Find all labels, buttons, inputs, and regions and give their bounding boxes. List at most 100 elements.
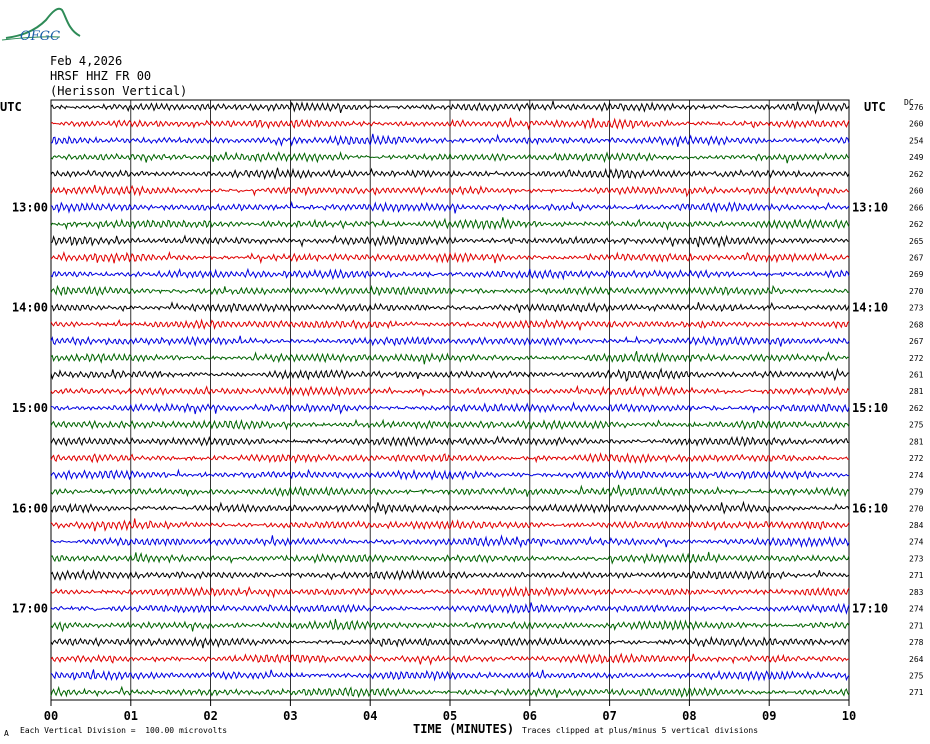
dc-offset-value: 262 — [909, 170, 924, 179]
dc-offset-value: 271 — [909, 571, 924, 580]
dc-offset-value: 278 — [909, 638, 924, 647]
seismic-trace — [50, 518, 850, 532]
left-hour-label: 13:00 — [12, 200, 48, 214]
x-tick-label: 02 — [203, 709, 217, 723]
dc-offset-value: 276 — [909, 103, 924, 112]
footer-clip-note: Traces clipped at plus/minus 5 vertical … — [522, 726, 759, 735]
seismic-trace — [50, 318, 850, 331]
seismic-trace — [50, 435, 850, 448]
x-tick-label: 10 — [842, 709, 856, 723]
seismic-trace — [50, 401, 850, 415]
x-tick-label: 07 — [602, 709, 616, 723]
seismic-trace — [50, 99, 850, 115]
seismic-trace — [50, 618, 850, 633]
dc-offset-value: 273 — [909, 554, 924, 563]
seismic-trace — [50, 267, 850, 281]
seismic-trace — [50, 418, 850, 431]
x-tick-label: 06 — [523, 709, 537, 723]
seismic-trace — [50, 234, 850, 249]
footer-mark: A — [4, 729, 9, 738]
right-utc-label: UTC — [864, 100, 886, 114]
dc-offset-value: 265 — [909, 237, 924, 246]
seismic-trace — [50, 250, 850, 265]
seismic-trace — [50, 184, 850, 198]
dc-offset-value: 275 — [909, 421, 924, 430]
left-hour-label: 16:00 — [12, 501, 48, 515]
seismic-trace — [50, 669, 850, 682]
dc-offset-value: 270 — [909, 287, 924, 296]
dc-offset-value: 273 — [909, 304, 924, 313]
dc-offset-value: 267 — [909, 337, 924, 346]
seismic-trace — [50, 150, 850, 164]
right-hour-label: 17:10 — [852, 602, 888, 616]
x-tick-label: 00 — [44, 709, 58, 723]
seismic-trace — [50, 301, 850, 314]
seismic-trace — [50, 500, 850, 516]
x-tick-label: 08 — [682, 709, 696, 723]
seismic-trace — [50, 167, 850, 181]
dc-offset-value: 262 — [909, 220, 924, 229]
header-date: Feb 4,2026 — [50, 54, 123, 68]
seismic-trace — [50, 685, 850, 699]
right-hour-label: 14:10 — [852, 301, 888, 315]
header-station: HRSF HHZ FR 00 — [50, 69, 152, 83]
seismic-trace — [50, 133, 850, 147]
left-hour-label: 15:00 — [12, 401, 48, 415]
x-tick-label: 04 — [363, 709, 377, 723]
seismic-trace — [50, 117, 850, 131]
dc-offset-value: 274 — [909, 605, 924, 614]
x-tick-label: 03 — [283, 709, 297, 723]
x-tick-label: 09 — [762, 709, 776, 723]
seismic-trace — [50, 200, 850, 214]
dc-offset-value: 267 — [909, 253, 924, 262]
dc-offset-value: 264 — [909, 655, 924, 664]
dc-offset-value: 268 — [909, 320, 924, 329]
left-utc-label: UTC — [0, 100, 22, 114]
seismic-trace — [50, 602, 850, 615]
seismic-trace — [50, 585, 850, 599]
dc-offset-value: 249 — [909, 153, 924, 162]
seismic-trace — [50, 217, 850, 231]
dc-offset-value: 272 — [909, 354, 924, 363]
dc-offset-value: 261 — [909, 371, 924, 380]
dc-offset-value: 274 — [909, 471, 924, 480]
x-tick-label: 01 — [124, 709, 138, 723]
left-hour-label: 17:00 — [12, 602, 48, 616]
seismic-trace — [50, 452, 850, 464]
header-site: (Herisson Vertical) — [50, 84, 188, 98]
dc-offset-value: 281 — [909, 387, 924, 396]
logo-text: OFGC — [20, 29, 60, 44]
dc-offset-value: 269 — [909, 270, 924, 279]
seismic-trace — [50, 568, 850, 582]
logo-swoosh — [5, 7, 81, 39]
dc-offset-value: 275 — [909, 671, 924, 680]
dc-offset-value: 266 — [909, 203, 924, 212]
dc-offset-value: 260 — [909, 187, 924, 196]
seismic-trace — [50, 635, 850, 649]
x-axis-title: TIME (MINUTES) — [413, 722, 515, 736]
seismic-trace — [50, 534, 850, 549]
right-hour-label: 16:10 — [852, 501, 888, 515]
dc-offset-value: 254 — [909, 136, 924, 145]
dc-offset-value: 279 — [909, 488, 924, 497]
dc-offset-value: 262 — [909, 404, 924, 413]
dc-offset-value: 281 — [909, 437, 924, 446]
dc-offset-value: 270 — [909, 504, 924, 513]
dc-offset-value: 260 — [909, 120, 924, 129]
seismic-trace — [50, 484, 850, 498]
seismic-trace — [50, 551, 850, 565]
left-hour-label: 14:00 — [12, 301, 48, 315]
seismic-trace — [50, 367, 850, 382]
footer-division-note: Each Vertical Division = 100.00 microvol… — [20, 726, 228, 735]
seismic-trace — [50, 384, 850, 398]
seismic-trace — [50, 468, 850, 481]
x-tick-label: 05 — [443, 709, 457, 723]
dc-offset-value: 272 — [909, 454, 924, 463]
dc-offset-value: 271 — [909, 621, 924, 630]
ofgc-logo: OFGC — [1, 7, 81, 44]
right-hour-label: 13:10 — [852, 200, 888, 214]
seismic-trace — [50, 652, 849, 666]
dc-offset-value: 271 — [909, 688, 924, 697]
dc-offset-value: 274 — [909, 538, 924, 547]
